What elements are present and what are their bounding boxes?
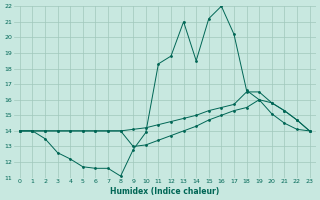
X-axis label: Humidex (Indice chaleur): Humidex (Indice chaleur): [110, 187, 219, 196]
